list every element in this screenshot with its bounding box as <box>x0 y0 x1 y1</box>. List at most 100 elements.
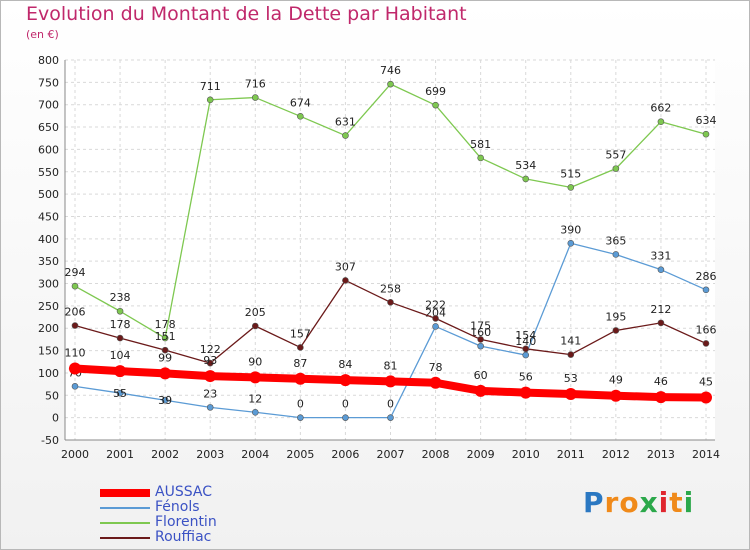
y-tick-label: 50 <box>45 389 59 402</box>
data-point <box>387 80 394 88</box>
logo-letter: x <box>639 486 659 519</box>
logo-letter: i <box>658 486 670 519</box>
data-label: 716 <box>245 78 266 91</box>
data-point <box>71 322 79 329</box>
y-tick-label: 500 <box>38 188 59 201</box>
data-point <box>339 374 352 387</box>
data-point <box>477 154 484 162</box>
data-label: 141 <box>560 335 581 348</box>
data-label: 662 <box>650 102 671 115</box>
data-label: 53 <box>564 372 578 385</box>
data-point <box>116 307 124 315</box>
data-label: 699 <box>425 85 446 98</box>
data-point <box>522 351 530 359</box>
data-point <box>251 94 259 101</box>
data-label: 81 <box>384 359 398 372</box>
y-tick-label: 700 <box>38 99 59 112</box>
data-label: 557 <box>605 149 626 162</box>
data-point <box>387 299 394 306</box>
logo-letter: P <box>583 486 605 519</box>
y-tick-label: 150 <box>38 345 59 358</box>
data-label: 534 <box>515 159 536 172</box>
data-point <box>702 286 710 294</box>
data-label: 746 <box>380 64 401 77</box>
data-label: 84 <box>338 358 352 371</box>
data-label: 122 <box>200 343 221 356</box>
x-tick-label: 2002 <box>151 448 179 461</box>
chart-title: Evolution du Montant de la Dette par Hab… <box>26 3 467 25</box>
data-label: 0 <box>297 398 304 411</box>
data-label: 93 <box>203 354 217 367</box>
data-label: 140 <box>515 335 536 348</box>
data-point <box>71 383 79 390</box>
data-label: 331 <box>650 250 671 263</box>
data-point <box>161 346 169 354</box>
y-tick-label: 0 <box>52 412 59 425</box>
data-point <box>522 175 530 183</box>
data-point <box>159 367 172 380</box>
data-point <box>342 277 349 284</box>
data-point <box>204 370 217 383</box>
data-point <box>251 322 259 330</box>
proxiti-logo: Proxiti <box>583 486 694 519</box>
data-label: 154 <box>515 329 536 342</box>
data-point <box>114 365 127 378</box>
data-point <box>161 334 169 342</box>
data-point <box>297 113 304 120</box>
data-label: 222 <box>425 298 446 311</box>
data-label: 78 <box>429 361 443 374</box>
y-tick-label: 600 <box>38 143 59 156</box>
x-tick-label: 2009 <box>467 448 495 461</box>
y-tick-label: 400 <box>38 233 59 246</box>
data-point <box>249 371 262 384</box>
data-label: 178 <box>155 318 176 331</box>
data-point <box>522 345 530 353</box>
data-label: 45 <box>699 376 713 389</box>
data-point <box>657 319 665 327</box>
data-label: 390 <box>560 223 581 236</box>
legend-label: AUSSAC <box>155 484 212 500</box>
data-point <box>342 132 349 139</box>
data-point <box>432 315 439 322</box>
data-point <box>432 101 439 109</box>
data-label: 515 <box>560 167 581 180</box>
data-label: 104 <box>110 349 131 362</box>
data-label: 581 <box>470 138 491 151</box>
data-label: 258 <box>380 282 401 295</box>
data-point <box>161 396 169 404</box>
y-tick-label: 450 <box>38 210 59 223</box>
y-tick-label: 100 <box>38 367 59 380</box>
data-point <box>432 323 439 330</box>
data-point <box>294 372 307 385</box>
data-label: 674 <box>290 96 311 109</box>
data-label: 178 <box>110 318 131 331</box>
data-point <box>657 118 665 125</box>
x-tick-label: 2011 <box>557 448 585 461</box>
logo-letter: o <box>619 486 640 519</box>
data-label: 87 <box>293 357 307 370</box>
data-label: 55 <box>113 387 127 400</box>
data-point <box>654 391 667 404</box>
y-tick-label: 200 <box>38 322 59 335</box>
y-tick-label: 650 <box>38 121 59 134</box>
data-label: 23 <box>203 387 217 400</box>
data-point <box>387 414 394 421</box>
data-label: 634 <box>696 114 717 127</box>
data-point <box>429 376 442 389</box>
x-tick-label: 2014 <box>692 448 720 461</box>
x-tick-label: 2012 <box>602 448 630 461</box>
x-tick-label: 2006 <box>331 448 359 461</box>
data-label: 206 <box>65 306 86 319</box>
data-point <box>609 389 622 402</box>
data-point <box>564 387 577 400</box>
data-label: 205 <box>245 306 266 319</box>
data-label: 212 <box>650 303 671 316</box>
data-label: 175 <box>470 319 491 332</box>
logo-letter: r <box>604 486 620 519</box>
x-tick-label: 2000 <box>61 448 89 461</box>
data-label: 711 <box>200 80 221 93</box>
legend-label: Rouffiac <box>155 529 212 545</box>
chart-subtitle: (en €) <box>26 28 59 41</box>
data-label: 238 <box>110 291 131 304</box>
data-point <box>567 351 575 358</box>
